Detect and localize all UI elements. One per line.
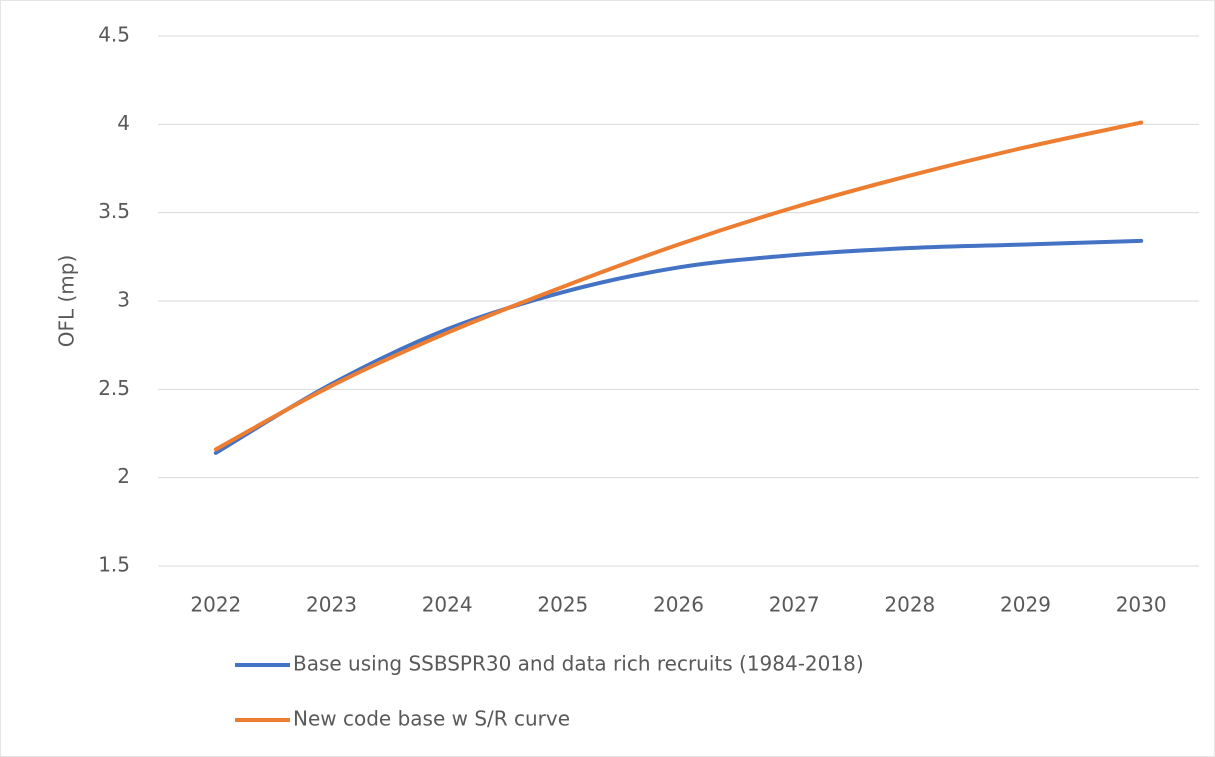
y-tick-label: 2 xyxy=(117,464,130,488)
y-tick-label: 2.5 xyxy=(98,376,130,400)
x-tick-label: 2023 xyxy=(306,593,357,617)
y-tick-label: 3.5 xyxy=(98,199,130,223)
legend-label: Base using SSBSPR30 and data rich recrui… xyxy=(293,652,864,676)
y-tick-label: 3 xyxy=(117,288,130,312)
y-axis-label: OFL (mp) xyxy=(55,255,79,348)
x-tick-label: 2028 xyxy=(884,593,935,617)
y-tick-label: 4 xyxy=(117,111,130,135)
x-tick-label: 2022 xyxy=(190,593,241,617)
series-line xyxy=(213,238,1144,455)
x-tick-label: 2027 xyxy=(769,593,820,617)
series-line xyxy=(213,120,1144,452)
legend-label: New code base w S/R curve xyxy=(293,707,570,731)
x-tick-label: 2029 xyxy=(1000,593,1051,617)
x-tick-label: 2025 xyxy=(537,593,588,617)
x-tick-label: 2024 xyxy=(422,593,473,617)
x-tick-label: 2026 xyxy=(653,593,704,617)
y-tick-label: 4.5 xyxy=(98,23,130,47)
y-tick-label: 1.5 xyxy=(98,553,130,577)
x-tick-label: 2030 xyxy=(1116,593,1167,617)
